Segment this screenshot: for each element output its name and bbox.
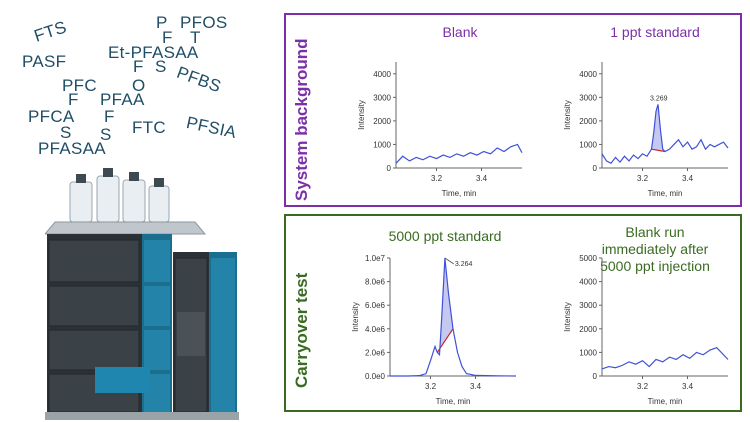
y-axis-label: Intensity	[563, 302, 572, 332]
y-tick-label: 2.0e6	[365, 348, 386, 357]
y-tick-label: 4000	[579, 70, 597, 79]
y-tick-label: 1000	[579, 348, 597, 357]
x-tick-label: 3.2	[425, 382, 437, 391]
y-tick-label: 4000	[579, 278, 597, 287]
x-axis-label: Time, min	[648, 189, 683, 198]
y-tick-label: 0.0e0	[365, 372, 386, 381]
word-cloud-term: PFSIA	[184, 112, 239, 143]
word-cloud-term: F	[68, 90, 79, 109]
y-tick-label: 3000	[579, 93, 597, 102]
y-axis-label: Intensity	[563, 100, 572, 130]
y-axis-label: Intensity	[351, 302, 360, 332]
series-line	[390, 257, 517, 377]
word-cloud-term: S	[100, 125, 112, 144]
y-tick-label: 1000	[373, 140, 391, 149]
chart-title-blank-after: Blank run immediately after 5000 ppt inj…	[600, 224, 710, 274]
y-tick-label: 1.0e7	[365, 254, 386, 263]
chart-title-5000ppt: 5000 ppt standard	[388, 228, 502, 244]
word-cloud-term: Et-PFASAA	[108, 43, 199, 62]
instrument-stack	[45, 234, 239, 420]
series-line	[601, 104, 729, 165]
word-cloud-term: P	[156, 13, 168, 32]
chart-title-1ppt: 1 ppt standard	[610, 24, 700, 40]
word-cloud-term: PFASAA	[38, 139, 106, 158]
word-cloud-term: PFC	[62, 76, 97, 95]
word-cloud-term: S	[155, 57, 167, 76]
x-axis-label: Time, min	[442, 189, 477, 198]
x-tick-label: 3.4	[682, 174, 694, 183]
x-tick-label: 3.4	[470, 382, 482, 391]
word-cloud-term: PASF	[22, 52, 67, 71]
y-axis-label: Intensity	[357, 100, 366, 130]
x-axis-label: Time, min	[648, 397, 683, 406]
y-tick-label: 3000	[579, 301, 597, 310]
chart-title-blank: Blank	[442, 24, 478, 40]
y-tick-label: 6.0e6	[365, 301, 386, 310]
carryover-test-label: Carryover test	[292, 272, 311, 388]
word-cloud-term: FTC	[132, 118, 166, 137]
y-tick-label: 0	[593, 164, 598, 173]
y-tick-label: 2000	[579, 325, 597, 334]
y-tick-label: 0	[387, 164, 392, 173]
x-tick-label: 3.4	[682, 382, 694, 391]
word-cloud-term: PFOS	[180, 13, 228, 32]
y-tick-label: 5000	[579, 254, 597, 263]
lc-instrument-illustration	[45, 168, 239, 420]
peak-label: 3.269	[650, 95, 668, 102]
y-tick-label: 2000	[373, 117, 391, 126]
x-tick-label: 3.4	[476, 174, 488, 183]
word-cloud-term: O	[132, 76, 146, 95]
peak-label: 3.264	[455, 261, 473, 268]
word-cloud-term: T	[190, 28, 201, 47]
x-tick-label: 3.2	[431, 174, 443, 183]
word-cloud-term: F	[133, 57, 144, 76]
x-tick-label: 3.2	[637, 174, 649, 183]
y-tick-label: 8.0e6	[365, 278, 386, 287]
word-cloud-term: F	[104, 107, 115, 126]
y-tick-label: 0	[593, 372, 598, 381]
y-tick-label: 4.0e6	[365, 325, 386, 334]
solvent-bottles	[69, 168, 170, 223]
x-tick-label: 3.2	[637, 382, 649, 391]
y-tick-label: 1000	[579, 140, 597, 149]
word-cloud-term: F	[162, 28, 173, 47]
series-line	[601, 346, 729, 370]
peak-area	[651, 104, 665, 152]
series-line	[395, 143, 523, 164]
y-tick-label: 4000	[373, 70, 391, 79]
chart-1ppt-standard: 0 1000 2000 3000 4000 3.2 3.4 Time, min Intensit…	[563, 62, 729, 198]
system-background-panel: System background	[284, 13, 742, 207]
carryover-test-panel: Carryover test	[284, 214, 742, 412]
peak-label-leader	[444, 257, 455, 265]
word-cloud-term: PFCA	[28, 107, 75, 126]
y-tick-label: 2000	[579, 117, 597, 126]
system-background-label: System background	[292, 38, 311, 202]
x-axis-label: Time, min	[436, 397, 471, 406]
chart-5000ppt-standard: 0.0e0 2.0e6 4.0e6 6.0e6 8.0e6 1.0e7 3.2 3.4 Time…	[351, 254, 517, 406]
y-tick-label: 3000	[373, 93, 391, 102]
word-cloud-term: PFBS	[174, 62, 224, 97]
chart-blank: 0 1000 2000 3000 4000 3.2 3.4 Time, min Intensit…	[357, 62, 523, 198]
peak-baseline	[651, 148, 666, 153]
word-cloud-term: S	[60, 123, 72, 142]
word-cloud-term: FTS	[31, 17, 69, 46]
chart-blank-after-5000ppt: 0 1000 2000 3000 4000 5000 3.2 3.4 Time, min Inte…	[563, 254, 729, 406]
word-cloud-term: PFAA	[100, 90, 145, 109]
